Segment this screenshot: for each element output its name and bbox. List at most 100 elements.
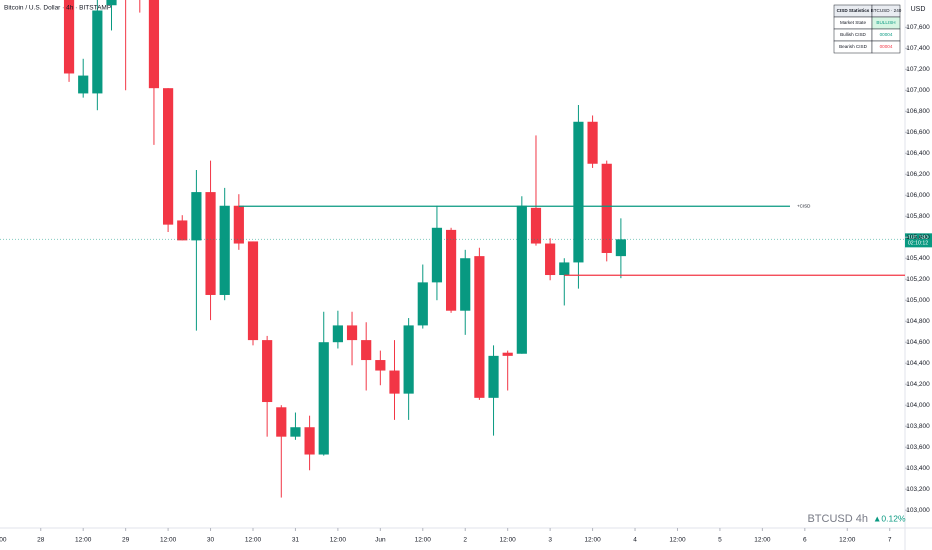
y-tick-label: 104,800 bbox=[906, 318, 930, 325]
x-tick-label: 6 bbox=[803, 537, 807, 544]
x-tick-label: 12:00 bbox=[75, 537, 92, 544]
x-tick-label: 12:00 bbox=[245, 537, 262, 544]
candle-body bbox=[219, 205, 230, 295]
candle-body bbox=[106, 0, 117, 6]
x-tick-label: 12:00 bbox=[0, 537, 7, 544]
candle-body bbox=[346, 325, 358, 341]
y-tick-label: 105,600 bbox=[906, 234, 930, 241]
candle-body bbox=[163, 88, 174, 225]
candle-body bbox=[559, 262, 570, 276]
candle-body bbox=[63, 0, 75, 74]
y-tick-label: 107,600 bbox=[906, 24, 930, 31]
table-text: 00004 bbox=[880, 32, 893, 37]
candle-body bbox=[403, 325, 414, 394]
x-tick-label: 30 bbox=[207, 537, 215, 544]
x-tick-label: 12:00 bbox=[839, 537, 856, 544]
table-text: 00004 bbox=[880, 44, 893, 49]
x-tick-label: 29 bbox=[122, 537, 130, 544]
table-text: BTCUSD · 240 bbox=[871, 8, 902, 13]
table-cell bbox=[871, 40, 901, 54]
candle-body bbox=[290, 427, 301, 437]
candle-body bbox=[233, 205, 244, 244]
candle-body bbox=[601, 163, 612, 253]
candle-body bbox=[389, 370, 400, 394]
y-tick-label: 107,000 bbox=[906, 87, 930, 94]
y-tick-label: 103,400 bbox=[906, 465, 930, 472]
candle-body bbox=[78, 75, 89, 94]
candle-body bbox=[474, 256, 485, 398]
x-tick-label: 12:00 bbox=[500, 537, 517, 544]
table-text: Bullish CISD bbox=[840, 32, 866, 37]
x-tick-label: 12:00 bbox=[160, 537, 177, 544]
candle-body bbox=[545, 243, 556, 276]
y-tick-label: 105,200 bbox=[906, 276, 930, 283]
watermark-symbol: BTCUSD 4h bbox=[807, 513, 868, 525]
candle-body bbox=[332, 325, 343, 343]
y-tick-label: 107,400 bbox=[906, 45, 930, 52]
x-tick-label: Jun bbox=[375, 537, 386, 544]
y-tick-label: 106,000 bbox=[906, 192, 930, 199]
candle-body bbox=[445, 229, 457, 311]
y-tick-label: 103,600 bbox=[906, 444, 930, 451]
last-price-label: 105,580 bbox=[908, 235, 929, 241]
last-price-tag bbox=[905, 233, 932, 248]
candle-body bbox=[573, 121, 584, 263]
candle-body bbox=[318, 342, 329, 455]
x-tick-label: 3 bbox=[548, 537, 552, 544]
y-tick-label: 104,600 bbox=[906, 339, 930, 346]
x-tick-label: 12:00 bbox=[415, 537, 432, 544]
candle-body bbox=[431, 227, 443, 283]
table-text: CISD Statistics bbox=[837, 8, 870, 13]
x-tick-label: 2 bbox=[463, 537, 467, 544]
candle-body bbox=[375, 360, 386, 371]
plot-area bbox=[63, 0, 626, 498]
candle-body bbox=[516, 205, 527, 354]
candle-body bbox=[247, 241, 259, 341]
y-tick-label: 104,000 bbox=[906, 402, 930, 409]
y-tick-label: 106,400 bbox=[906, 150, 930, 157]
candle-body bbox=[587, 121, 598, 164]
x-tick-label: 12:00 bbox=[330, 537, 347, 544]
x-tick-label: 12:00 bbox=[754, 537, 771, 544]
chart-title: Bitcoin / U.S. Dollar · 4h · BITSTAMP bbox=[4, 5, 111, 12]
countdown-label: 02:10:12 bbox=[908, 241, 928, 247]
x-tick-label: 5 bbox=[718, 537, 722, 544]
y-tick-label: 104,200 bbox=[906, 381, 930, 388]
y-tick-label: 106,800 bbox=[906, 108, 930, 115]
table-text: BULLISH bbox=[876, 20, 895, 25]
candle-body bbox=[304, 427, 315, 455]
candle-body bbox=[530, 207, 542, 244]
x-tick-label: 12:00 bbox=[584, 537, 601, 544]
x-tick-label: 7 bbox=[888, 537, 892, 544]
y-tick-label: 107,200 bbox=[906, 66, 930, 73]
table-text: Market State bbox=[840, 20, 866, 25]
candle-body bbox=[615, 239, 626, 257]
candle-body bbox=[460, 258, 471, 311]
candle-body bbox=[92, 10, 103, 94]
x-tick-label: 12:00 bbox=[669, 537, 686, 544]
x-tick-label: 28 bbox=[37, 537, 45, 544]
candle-body bbox=[148, 0, 160, 89]
x-tick-label: 4 bbox=[633, 537, 637, 544]
candle-body bbox=[502, 352, 513, 356]
candle-body bbox=[488, 355, 499, 398]
y-tick-label: 103,800 bbox=[906, 423, 930, 430]
candle-body bbox=[205, 192, 216, 295]
candle-body bbox=[191, 192, 202, 241]
table-text: Bearish CISD bbox=[839, 44, 868, 49]
y-tick-label: 105,000 bbox=[906, 297, 930, 304]
watermark-change: ▲0.12% bbox=[873, 513, 906, 523]
y-tick-label: 103,000 bbox=[906, 507, 930, 514]
y-tick-label: 104,400 bbox=[906, 360, 930, 367]
currency-label: USD bbox=[911, 6, 926, 13]
y-tick-label: 103,200 bbox=[906, 486, 930, 493]
candle-body bbox=[417, 282, 428, 326]
x-tick-label: 31 bbox=[292, 537, 300, 544]
candle-body bbox=[361, 340, 372, 361]
y-tick-label: 105,400 bbox=[906, 255, 930, 262]
candle-body bbox=[262, 340, 273, 403]
y-tick-label: 106,600 bbox=[906, 129, 930, 136]
level-label: +CISD bbox=[797, 203, 811, 208]
